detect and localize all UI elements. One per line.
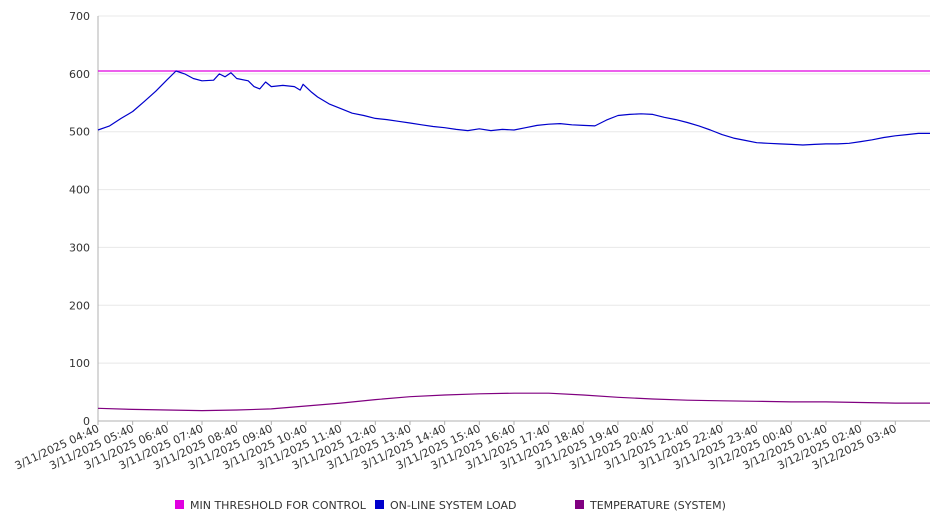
y-tick-label: 300	[69, 241, 90, 254]
series-line-2	[97, 70, 930, 146]
legend-label-1: MIN THRESHOLD FOR CONTROL	[190, 499, 367, 512]
x-tick-labels: 3/11/2025 04:403/11/2025 05:403/11/2025 …	[13, 422, 899, 472]
y-tick-label: 600	[69, 68, 90, 81]
axes	[97, 16, 930, 425]
legend-swatch-2	[375, 500, 384, 509]
y-tick-label: 0	[83, 415, 90, 428]
legend-swatch-1	[175, 500, 184, 509]
legend-swatch-3	[575, 500, 584, 509]
y-tick-label: 500	[69, 126, 90, 139]
legend: MIN THRESHOLD FOR CONTROL ON-LINE SYSTEM …	[175, 499, 726, 512]
y-tick-labels: 0 100 200 300 400 500 600 700	[69, 10, 90, 428]
legend-label-2: ON-LINE SYSTEM LOAD	[390, 499, 516, 512]
series-lines	[97, 70, 930, 412]
series-line-3	[97, 392, 930, 412]
y-tick-label: 400	[69, 184, 90, 197]
legend-label-3: TEMPERATURE (SYSTEM)	[589, 499, 726, 512]
grid-lines	[98, 15, 930, 422]
y-tick-label: 100	[69, 357, 90, 370]
y-tick-label: 200	[69, 299, 90, 312]
y-tick-label: 700	[69, 10, 90, 23]
